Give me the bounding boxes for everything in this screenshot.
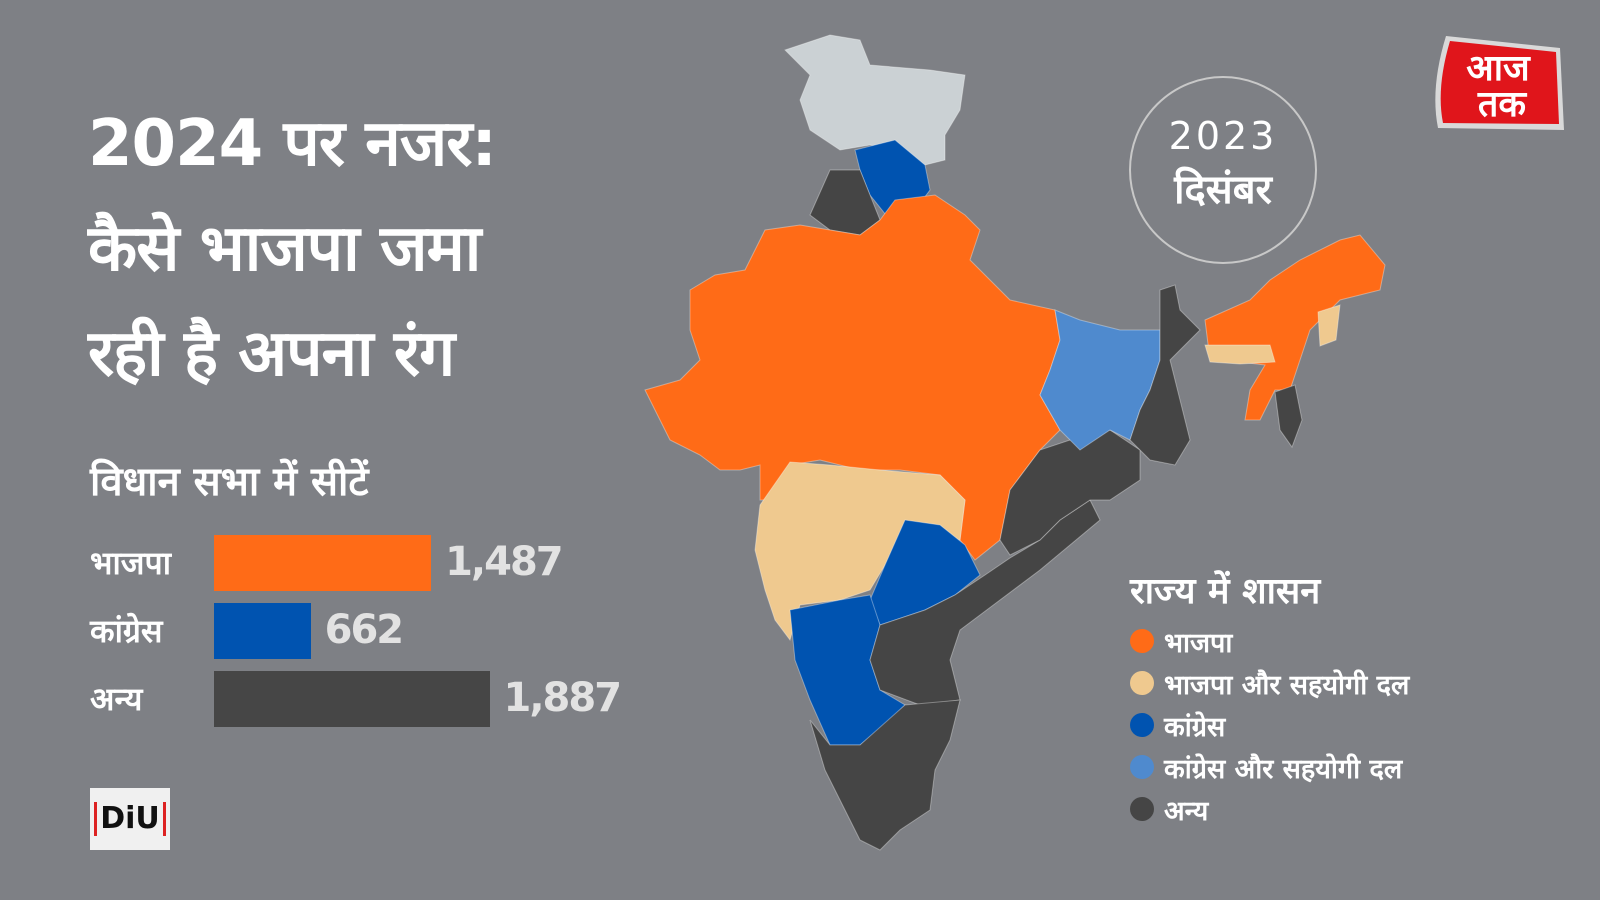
- map-region-other: [809, 699, 961, 851]
- svg-text:तक: तक: [1477, 84, 1528, 125]
- legend-dot: [1130, 671, 1154, 695]
- title-line: कैसे भाजपा जमा: [88, 212, 481, 286]
- map-region-bjp: [1204, 234, 1386, 421]
- bar-others: [214, 671, 490, 727]
- bar-chart-title: विधान सभा में सीटें: [90, 459, 369, 505]
- bar-row-congress: कांग्रेस 662: [90, 603, 650, 659]
- map-region-nodata: [784, 34, 966, 166]
- legend-dot: [1130, 713, 1154, 737]
- map-region-other: [1129, 284, 1201, 466]
- bar-row-bjp: भाजपा 1,487: [90, 535, 650, 591]
- map-region-bjp-allies: [1204, 344, 1276, 365]
- legend-item-others: अन्य: [1130, 788, 1409, 830]
- diu-logo: DiU: [90, 788, 170, 850]
- legend-dot: [1130, 797, 1154, 821]
- bar-bjp: [214, 535, 432, 591]
- bar-value: 1,887: [503, 675, 623, 721]
- bar-label: अन्य: [90, 680, 143, 718]
- map-region-other: [1274, 384, 1303, 449]
- legend-title: राज्य में शासन: [1130, 571, 1321, 612]
- date-badge: 2023 दिसंबर: [1129, 76, 1317, 264]
- map-region-bjp-allies: [1317, 304, 1341, 347]
- aajtak-logo: आज तक: [1435, 36, 1564, 130]
- bar-label: भाजपा: [90, 544, 171, 582]
- legend-item-congress-allies: कांग्रेस और सहयोगी दल: [1130, 746, 1409, 788]
- map-legend: राज्य में शासन भाजपा भाजपा और सहयोगी दल …: [1130, 565, 1409, 830]
- title-line: 2024 पर नजर:: [88, 107, 497, 181]
- bar-row-others: अन्य 1,887: [90, 671, 650, 727]
- svg-text:आज: आज: [1466, 48, 1531, 89]
- bar-congress: [214, 603, 311, 659]
- legend-item-bjp: भाजपा: [1130, 620, 1409, 662]
- bar-label: कांग्रेस: [90, 612, 163, 650]
- bar-value: 662: [324, 607, 404, 653]
- title-line: रही है अपना रंग: [88, 317, 455, 391]
- legend-dot: [1130, 629, 1154, 653]
- date-year: 2023: [1168, 114, 1278, 158]
- legend-dot: [1130, 755, 1154, 779]
- bar-value: 1,487: [445, 539, 564, 585]
- legend-item-bjp-allies: भाजपा और सहयोगी दल: [1130, 662, 1409, 704]
- date-month: दिसंबर: [1174, 167, 1272, 213]
- page-title: 2024 पर नजर: कैसे भाजपा जमा रही है अपना …: [88, 92, 648, 407]
- legend-item-congress: कांग्रेस: [1130, 704, 1409, 746]
